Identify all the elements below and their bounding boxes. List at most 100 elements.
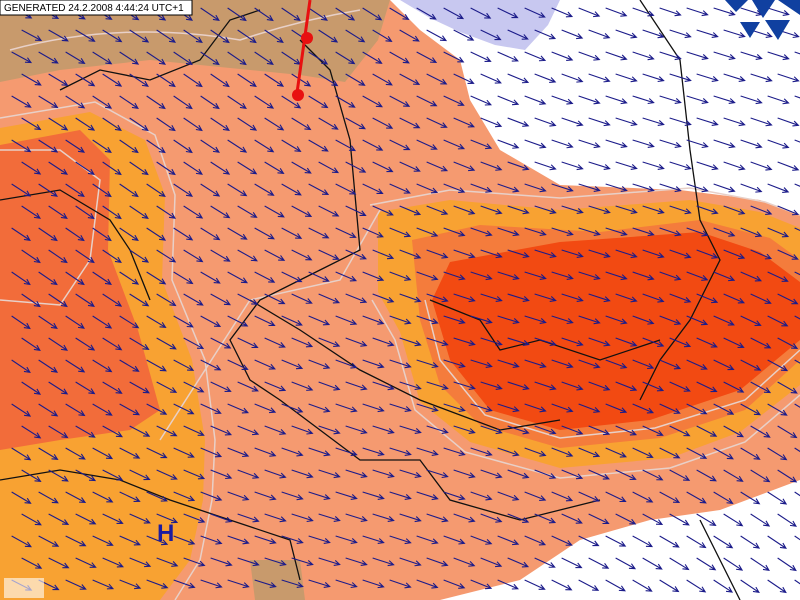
country-border xyxy=(0,469,301,581)
wind-arrow xyxy=(389,491,412,500)
wind-arrow xyxy=(632,579,653,592)
wind-arrow xyxy=(578,315,601,325)
wind-arrow xyxy=(48,513,70,525)
wind-arrow xyxy=(642,117,665,126)
wind-arrow xyxy=(200,183,221,197)
wind-arrow xyxy=(534,293,557,302)
wind-arrow xyxy=(507,381,530,391)
wind-arrow xyxy=(254,271,276,283)
wind-arrow xyxy=(740,359,762,371)
wind-arrow xyxy=(345,425,368,435)
wind-arrow xyxy=(551,447,574,457)
wind-arrow xyxy=(416,271,439,281)
wind-arrow xyxy=(119,51,140,65)
logo xyxy=(725,0,800,40)
wind-arrow xyxy=(129,337,150,350)
wind-arrow xyxy=(480,381,503,390)
wind-arrow xyxy=(264,205,285,218)
wind-arrow xyxy=(416,447,439,456)
wind-arrow xyxy=(480,469,503,479)
wind-arrow xyxy=(75,513,97,525)
wind-arrow xyxy=(534,117,557,127)
wind-arrow xyxy=(750,117,773,127)
wind-arrow xyxy=(605,535,627,547)
wind-arrow xyxy=(794,447,800,453)
wind-arrow xyxy=(642,557,663,570)
wind-arrow xyxy=(156,161,176,176)
wind-arrow xyxy=(119,139,139,154)
wind-arrow xyxy=(291,161,312,174)
wind-arrow xyxy=(227,315,249,327)
wind-arrow xyxy=(399,205,422,216)
wind-arrow xyxy=(470,95,492,106)
wind-arrow xyxy=(642,337,665,347)
wind-arrow xyxy=(686,139,709,149)
wind-arrow xyxy=(254,7,274,22)
wind-arrow xyxy=(615,513,637,525)
wind-arrow xyxy=(38,447,59,461)
wind-arrow xyxy=(426,337,449,347)
wind-arrow xyxy=(561,249,584,258)
wind-arrow xyxy=(200,51,220,66)
wind-arrow xyxy=(740,51,763,60)
wind-arrow xyxy=(173,95,193,110)
wind-arrow xyxy=(686,447,708,459)
wind-arrow xyxy=(713,359,735,371)
wind-arrow xyxy=(183,161,203,175)
wind-arrow xyxy=(794,139,800,143)
wind-arrow xyxy=(92,491,114,503)
wind-arrow xyxy=(794,491,800,497)
wind-arrow xyxy=(588,425,611,436)
wind-arrow xyxy=(21,381,42,395)
wind-arrow xyxy=(254,227,275,240)
wind-arrow xyxy=(507,205,530,215)
wind-arrow xyxy=(156,73,176,88)
wind-arrow xyxy=(156,381,178,393)
wind-arrow xyxy=(534,73,557,83)
wind-arrow xyxy=(497,95,520,106)
wind-arrow xyxy=(38,271,58,286)
wind-arrow xyxy=(129,557,152,568)
wind-arrow xyxy=(38,183,58,197)
wind-arrow xyxy=(605,491,627,503)
wind-arrow xyxy=(642,469,664,481)
wind-arrow xyxy=(75,73,96,87)
wind-arrow xyxy=(399,469,422,478)
wind-arrow xyxy=(777,557,797,572)
wind-arrow xyxy=(551,315,574,325)
wind-arrow xyxy=(362,51,383,64)
wind-arrow xyxy=(416,403,439,412)
wind-arrow xyxy=(318,293,341,304)
wind-arrow xyxy=(767,183,790,193)
wind-arrow xyxy=(92,535,114,546)
wind-arrow xyxy=(669,29,692,39)
wind-arrow xyxy=(740,315,762,326)
wind-arrow xyxy=(48,293,68,308)
wind-arrow xyxy=(65,447,86,460)
wind-arrow xyxy=(11,491,32,504)
wind-arrow xyxy=(686,315,709,326)
wind-arrow xyxy=(497,447,520,457)
wind-arrow xyxy=(92,271,112,285)
wind-arrow xyxy=(578,403,601,413)
wind-arrow xyxy=(497,227,520,237)
wind-arrow xyxy=(794,579,800,585)
wind-arrow xyxy=(335,403,358,413)
wind-arrow xyxy=(777,293,799,305)
wind-arrow xyxy=(507,469,530,479)
wind-arrow xyxy=(146,51,166,65)
wind-arrow xyxy=(372,117,394,129)
wind-arrow xyxy=(453,29,475,41)
wind-arrow xyxy=(399,293,422,303)
wind-arrow xyxy=(426,29,448,42)
wind-arrow xyxy=(21,469,42,482)
wind-arrow xyxy=(524,315,547,324)
wind-arrow xyxy=(767,535,787,549)
wind-arrow xyxy=(281,183,302,196)
wind-arrow xyxy=(146,139,166,154)
wind-arrow xyxy=(389,51,410,64)
wind-arrow xyxy=(605,271,628,281)
wind-arrow xyxy=(416,535,439,545)
wind-arrow xyxy=(227,227,248,240)
wind-arrow xyxy=(723,337,745,348)
